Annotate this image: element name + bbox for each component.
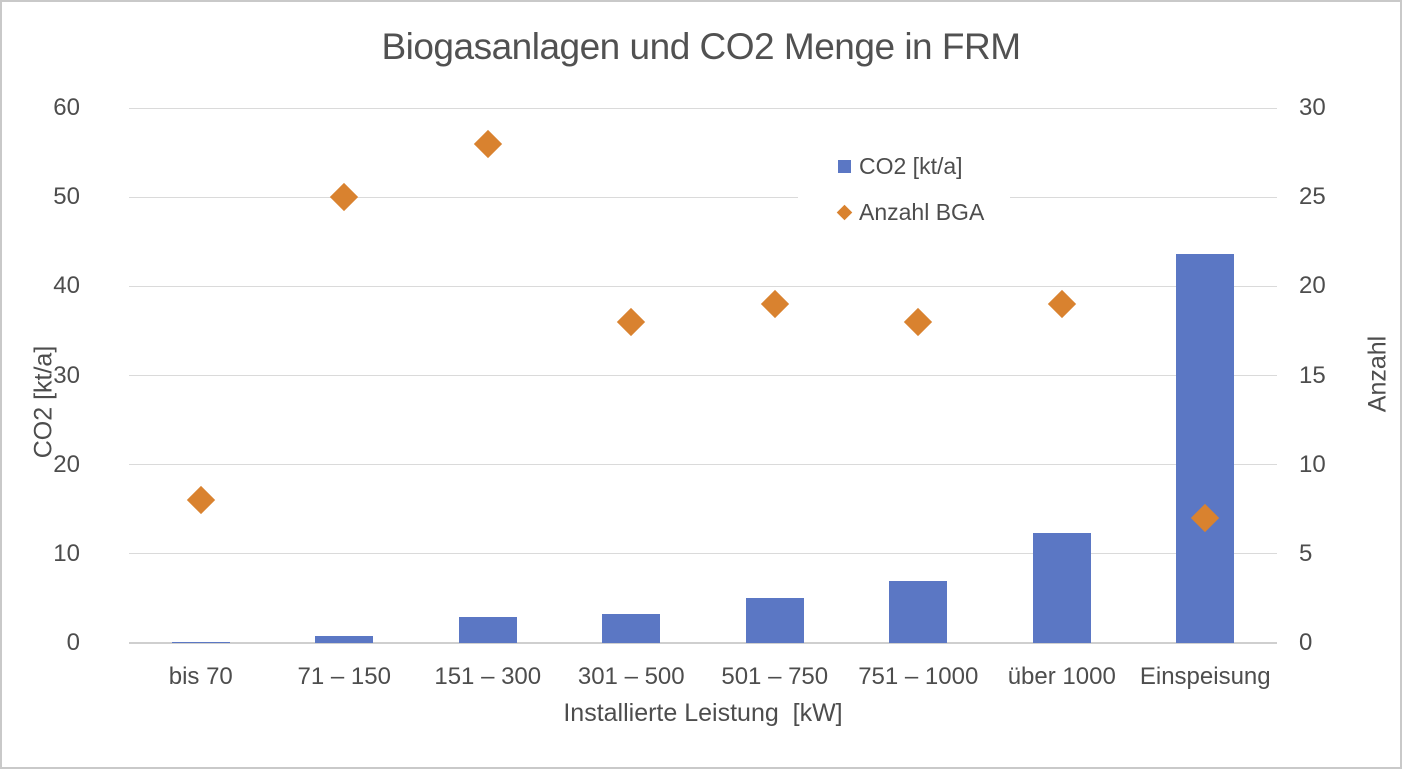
legend-entry-anzahl: Anzahl BGA <box>836 197 1010 227</box>
gridline <box>129 107 1277 109</box>
diamond-anzahl-bga <box>760 290 789 319</box>
left-tick-label: 40 <box>53 272 80 300</box>
diamond-anzahl-bga <box>330 183 359 212</box>
legend: CO2 [kt/a] Anzahl BGA <box>798 143 1010 235</box>
gridline <box>129 285 1277 287</box>
diamond-anzahl-bga <box>617 307 646 337</box>
x-axis-title: Installierte Leistung [kW] <box>563 699 843 727</box>
bar-co2 <box>171 641 230 643</box>
bar-co2 <box>745 598 804 643</box>
bar-series-swatch-icon <box>838 159 851 173</box>
left-tick-label: 60 <box>53 94 80 121</box>
x-category-label: 751 – 1000 <box>858 663 979 690</box>
right-tick-label: 20 <box>1299 272 1326 300</box>
bar-co2 <box>315 635 374 643</box>
left-tick-label: 10 <box>53 539 80 567</box>
left-axis-tick-labels: 0 10 20 30 40 50 60 <box>10 94 80 656</box>
x-category-label: 501 – 750 <box>721 663 829 690</box>
diamond-series-swatch-icon <box>836 204 853 220</box>
x-category-label: 151 – 300 <box>434 663 542 690</box>
x-axis-line <box>129 642 1277 644</box>
x-category-label: 301 – 500 <box>577 663 685 690</box>
right-tick-label: 25 <box>1299 183 1326 211</box>
right-tick-label: 5 <box>1299 539 1313 567</box>
right-tick-label: 15 <box>1299 361 1326 389</box>
x-category-label: 71 – 150 <box>297 663 391 690</box>
x-category-label: Einspeisung <box>1139 663 1271 690</box>
bar-co2 <box>1176 254 1235 643</box>
right-tick-label: 0 <box>1299 629 1313 656</box>
diamond-anzahl-bga <box>1047 290 1076 319</box>
chart-title: Biogasanlagen und CO2 Menge in FRM <box>381 26 1021 67</box>
diamond-anzahl-bga <box>186 486 215 515</box>
left-tick-label: 0 <box>66 629 80 656</box>
diamond-anzahl-bga <box>473 129 502 158</box>
bar-co2 <box>602 614 661 643</box>
right-tick-label: 10 <box>1299 450 1326 478</box>
legend-label-anzahl: Anzahl BGA <box>859 198 985 225</box>
right-tick-label: 30 <box>1299 94 1326 121</box>
gridline <box>129 553 1277 555</box>
diamond-anzahl-bga <box>904 307 933 337</box>
left-tick-label: 20 <box>53 450 80 478</box>
legend-entry-co2: CO2 [kt/a] <box>838 151 1010 181</box>
bar-co2 <box>1032 533 1091 643</box>
bar-co2 <box>889 581 948 643</box>
bar-co2 <box>458 617 517 643</box>
left-tick-label: 30 <box>53 361 80 389</box>
x-category-label: über 1000 <box>1007 663 1116 690</box>
plot-area <box>129 107 1277 644</box>
x-axis-tick-labels: bis 70 71 – 150 151 – 300 301 – 500 501 – 75… <box>129 663 1277 693</box>
gridline <box>129 375 1277 376</box>
legend-label-co2: CO2 [kt/a] <box>859 152 963 179</box>
left-tick-label: 50 <box>53 183 80 211</box>
gridline <box>129 196 1277 198</box>
gridline <box>129 464 1277 466</box>
x-category-label: bis 70 <box>168 663 233 690</box>
right-axis-tick-labels: 0 5 10 15 20 25 30 <box>1299 94 1369 656</box>
